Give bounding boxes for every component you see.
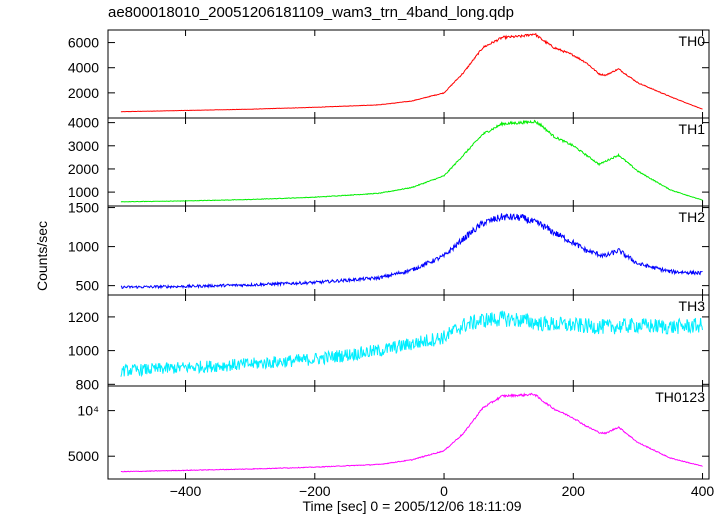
y-tick-label: 10⁴ [77, 403, 99, 419]
x-tick-label: 200 [562, 483, 586, 499]
panel-th1: 1000 2000 3000 4000 TH1 [68, 115, 710, 207]
y-tick-label: 800 [76, 376, 100, 392]
y-tick-label: 4000 [68, 60, 99, 76]
series-label: TH0123 [655, 389, 705, 405]
series-label: TH3 [679, 298, 706, 314]
panel-frame [107, 29, 710, 119]
y-tick-label: 1000 [68, 343, 99, 359]
series-label: TH2 [679, 209, 706, 225]
figure-title: ae800018010_20051206181109_wam3_trn_4ban… [108, 4, 514, 21]
y-tick-label: 1500 [68, 200, 99, 216]
panel-th3: 800 1000 1200 TH3 [68, 294, 710, 392]
panel-th2: 500 1000 1500 TH2 [68, 200, 710, 296]
x-axis-label: Time [sec] 0 = 2005/12/06 18:11:09 [302, 498, 521, 514]
series-line-th0 [120, 32, 703, 113]
panel-frame [107, 385, 710, 480]
series-line-th2 [120, 213, 703, 290]
series-line-th1 [120, 119, 703, 203]
series-line-th0123 [120, 392, 703, 473]
y-tick-label: 4000 [68, 115, 99, 131]
y-tick-label: 2000 [68, 161, 99, 177]
panel-th0: 2000 4000 6000 TH0 [68, 29, 710, 119]
series-label: TH0 [679, 33, 706, 49]
x-tick-label: 400 [691, 483, 715, 499]
panel-frame [107, 117, 710, 207]
y-tick-label: 1000 [68, 239, 99, 255]
y-tick-label: 500 [76, 278, 100, 294]
y-tick-label: 2000 [68, 85, 99, 101]
y-tick-label: 3000 [68, 138, 99, 154]
y-tick-label: 1000 [68, 184, 99, 200]
panel-frame [107, 205, 710, 296]
series-label: TH1 [679, 121, 706, 137]
x-tick-label: 0 [440, 483, 448, 499]
y-axis-label: Counts/sec [34, 221, 50, 291]
x-tick-label: −400 [170, 483, 202, 499]
series-line-th3 [120, 310, 703, 378]
y-tick-label: 5000 [68, 448, 99, 464]
panels-group: 2000 4000 6000 TH0 1000 2000 3000 4000 TH1 500 100… [68, 29, 710, 480]
x-axis: −400 −200 0 200 400 [170, 483, 715, 499]
y-tick-label: 6000 [68, 35, 99, 51]
y-tick-label: 1200 [68, 309, 99, 325]
panel-th0123: 5000 10⁴ TH0123 [68, 385, 710, 480]
x-tick-label: −200 [299, 483, 331, 499]
